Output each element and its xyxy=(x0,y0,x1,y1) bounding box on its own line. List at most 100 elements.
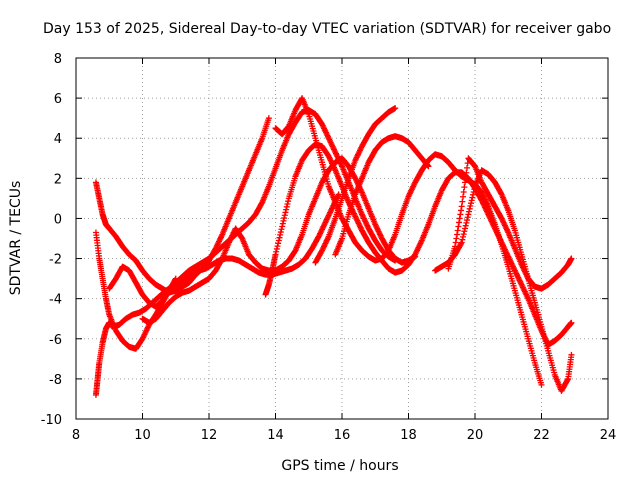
data-point xyxy=(454,227,461,234)
y-tick-label: 6 xyxy=(54,92,62,107)
data-point xyxy=(458,203,465,210)
y-tick-label: -8 xyxy=(49,373,62,388)
data-point xyxy=(258,200,265,207)
data-point xyxy=(466,208,473,215)
data-point xyxy=(470,191,477,198)
x-tick-label: 24 xyxy=(600,428,617,443)
data-point xyxy=(283,206,290,213)
data-point xyxy=(466,205,473,212)
data-point xyxy=(468,200,475,207)
x-tick-label: 14 xyxy=(267,428,284,443)
data-point xyxy=(279,220,286,227)
data-point xyxy=(281,215,288,222)
y-tick-label: 8 xyxy=(54,52,62,67)
data-point xyxy=(265,115,272,122)
data-point xyxy=(461,184,468,191)
data-point xyxy=(283,203,290,210)
data-point xyxy=(279,223,286,230)
data-point xyxy=(456,215,463,222)
data-point xyxy=(280,217,287,224)
data-point xyxy=(568,351,575,358)
series-arc2 xyxy=(92,229,179,352)
x-tick-label: 8 xyxy=(72,428,80,443)
data-point xyxy=(459,236,466,243)
data-point xyxy=(457,211,464,218)
data-point xyxy=(458,240,465,247)
data-point xyxy=(462,174,469,181)
data-point xyxy=(568,319,575,326)
data-point xyxy=(458,207,465,214)
y-tick-label: 2 xyxy=(54,172,62,187)
data-point xyxy=(468,197,475,204)
series-arc8 xyxy=(312,105,399,266)
x-tick-label: 12 xyxy=(201,428,218,443)
data-point xyxy=(459,198,466,205)
series-arc5 xyxy=(139,155,419,326)
data-point xyxy=(469,194,476,201)
data-point xyxy=(471,186,478,193)
data-point xyxy=(272,251,279,258)
data-point xyxy=(455,223,462,230)
data-point xyxy=(464,217,471,224)
data-point xyxy=(462,222,469,229)
data-point xyxy=(281,212,288,219)
series-arc9 xyxy=(332,133,432,258)
data-point xyxy=(564,377,571,384)
data-point xyxy=(460,188,467,195)
series-arc11 xyxy=(445,155,575,292)
data-point xyxy=(425,163,432,170)
data-point xyxy=(284,201,291,208)
chart-title: Day 153 of 2025, Sidereal Day-to-day VTE… xyxy=(43,21,611,37)
data-point xyxy=(470,188,477,195)
x-tick-label: 22 xyxy=(533,428,550,443)
data-point xyxy=(538,381,545,388)
series-layer xyxy=(92,95,575,398)
data-point xyxy=(278,226,285,233)
data-point xyxy=(497,190,504,197)
data-point xyxy=(462,179,469,186)
data-point xyxy=(218,256,225,263)
y-axis-label: SDTVAR / TECUs xyxy=(8,181,24,296)
data-point xyxy=(568,255,575,262)
y-tick-label: 4 xyxy=(54,132,62,147)
x-tick-label: 16 xyxy=(334,428,351,443)
data-point xyxy=(277,229,284,236)
data-point xyxy=(452,243,459,250)
data-point xyxy=(458,239,465,246)
data-point xyxy=(467,203,474,210)
data-point xyxy=(460,231,467,238)
data-point xyxy=(463,219,470,226)
data-point xyxy=(392,105,399,112)
data-point xyxy=(463,169,470,176)
data-point xyxy=(424,162,431,169)
data-point xyxy=(273,248,280,255)
data-point xyxy=(282,209,289,216)
x-tick-label: 20 xyxy=(467,428,484,443)
data-point xyxy=(462,225,469,232)
data-point xyxy=(275,240,282,247)
data-point xyxy=(456,219,463,226)
data-point xyxy=(460,233,467,240)
data-point xyxy=(277,231,284,238)
data-point xyxy=(464,214,471,221)
x-tick-label: 10 xyxy=(134,428,151,443)
x-tick-label: 18 xyxy=(400,428,417,443)
data-point xyxy=(273,245,280,252)
data-point xyxy=(461,228,468,235)
y-tick-label: 0 xyxy=(54,212,62,227)
data-point xyxy=(453,235,460,242)
y-tick-label: -10 xyxy=(41,413,62,428)
data-point xyxy=(452,239,459,246)
data-point xyxy=(460,193,467,200)
y-tick-label: -6 xyxy=(49,333,62,348)
data-point xyxy=(465,211,472,218)
data-point xyxy=(275,237,282,244)
data-point xyxy=(285,198,292,205)
data-point xyxy=(276,234,283,241)
series-arc10 xyxy=(432,167,575,394)
data-point xyxy=(454,231,461,238)
y-tick-label: -4 xyxy=(49,293,62,308)
data-point xyxy=(274,243,281,250)
